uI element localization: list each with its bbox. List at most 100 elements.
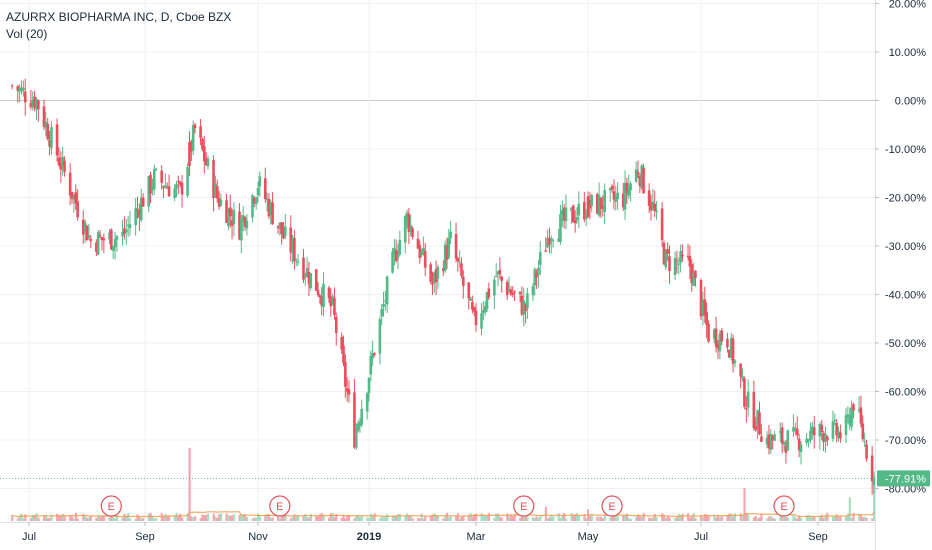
volume-bar [627,518,630,521]
volume-bar [95,517,98,521]
volume-bar [216,517,219,521]
candle [302,249,305,283]
candle [283,213,287,239]
candle-body [251,195,254,218]
candle-body [610,186,614,190]
candle [63,156,66,177]
volume-bar [863,516,866,521]
candle-body [243,217,247,227]
candle-body [443,244,447,271]
volume-bar [513,514,516,521]
volume-bar [535,516,538,521]
candle-body [227,208,230,227]
candle [679,244,682,273]
volume-bar [129,518,132,521]
candle-body [531,286,535,296]
candle [741,368,744,382]
candle-body [590,194,594,207]
volume-bar [420,513,423,521]
candle [743,376,746,410]
x-tick-label: Nov [248,531,268,543]
candle-body [500,276,504,281]
candle [703,286,707,323]
candle-body [217,198,221,207]
candle [731,334,735,373]
chart-legend: AZURRX BIOPHARMA INC, D, Cboe BZX Vol (2… [6,9,231,43]
volume-bar [718,517,722,521]
candle-body [44,122,48,128]
candle-body [165,187,169,189]
candle [454,222,458,263]
candle [739,362,742,389]
volume-bar [71,516,74,521]
candle-body [511,293,515,295]
candle [531,283,535,302]
volume-bar [333,517,336,521]
volume-indicator-label[interactable]: Vol (20) [6,27,48,41]
volume-bar [813,516,816,521]
volume-bar [498,516,502,521]
candle-body [113,239,117,248]
candle [354,423,358,450]
candle [746,379,750,417]
candle [22,80,25,97]
volume-bar [329,513,332,521]
candle [141,193,145,207]
volume-bar [97,514,100,521]
earnings-circle [269,495,291,517]
volume-bar [444,516,447,521]
volume-bar [484,515,487,521]
volume-bar [826,512,829,521]
candle-body [627,186,631,196]
volume-bar [153,518,156,521]
candle-body [50,127,53,148]
candle-body [333,298,336,315]
candle-body [254,197,258,205]
volume-bar [206,513,210,521]
candle-body [454,234,458,259]
volume-bar [508,516,511,521]
candle [276,225,280,234]
candle [160,165,163,190]
volume-bar [805,515,808,521]
candle [342,335,345,367]
candle-body [805,438,808,443]
volume-bar [136,514,139,521]
candle [113,231,117,260]
volume-bar [482,514,485,521]
candle [824,426,827,453]
candle [666,242,669,261]
candle [445,237,449,270]
candle-body [720,330,724,342]
volume-bar [271,517,274,521]
candle [429,262,432,285]
candle [664,248,668,270]
volume-bar [22,518,25,521]
candle [320,287,323,316]
y-tick-label: -10.00% [885,144,926,156]
candle-body [467,282,471,299]
volume-bar [424,516,427,521]
volume-bar [796,518,799,521]
volume-bar [416,518,420,521]
candle-body [398,239,402,255]
volume-bar [455,516,458,521]
volume-bar [603,514,606,521]
volume-bar [108,516,111,521]
candle [318,294,322,304]
candle [149,171,152,204]
candle [511,286,515,298]
y-tick-label: -20.00% [885,193,926,205]
candle [570,207,573,224]
volume-bar [253,517,256,521]
volume-bar [344,518,347,521]
volume-bar [519,517,522,521]
candle [33,90,36,112]
y-tick-label: -30.00% [885,241,926,253]
symbol-title[interactable]: AZURRX BIOPHARMA INC, D, Cboe BZX [6,10,232,24]
candle-body [68,172,72,196]
volume-bar [701,516,705,521]
